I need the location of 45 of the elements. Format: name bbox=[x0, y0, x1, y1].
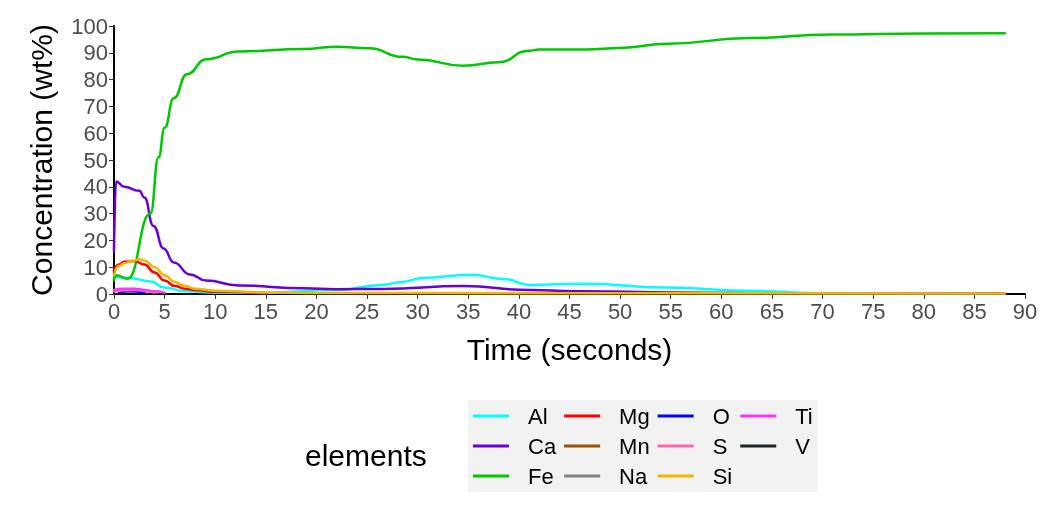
x-tick-label: 85 bbox=[962, 298, 987, 324]
x-tick-label: 80 bbox=[911, 298, 937, 324]
legend-label: Al bbox=[528, 403, 548, 429]
legend-label: Mg bbox=[619, 403, 650, 429]
x-axis-title: Time (seconds) bbox=[466, 332, 673, 366]
y-tick-label: 0 bbox=[95, 281, 108, 307]
x-tick-label: 25 bbox=[354, 298, 380, 324]
x-tick-label: 70 bbox=[810, 298, 835, 324]
legend-title: elements bbox=[305, 438, 427, 472]
x-tick-label: 60 bbox=[709, 298, 734, 324]
x-tick-label: 90 bbox=[1012, 298, 1038, 324]
x-tick-label: 35 bbox=[456, 298, 481, 324]
x-tick-label: 30 bbox=[405, 298, 430, 324]
legend-label: V bbox=[795, 433, 811, 459]
x-tick-label: 75 bbox=[860, 298, 886, 324]
y-tick-label: 20 bbox=[83, 227, 108, 253]
y-tick-label: 90 bbox=[83, 40, 108, 66]
legend-label: O bbox=[712, 403, 730, 429]
legend-label: S bbox=[712, 433, 728, 459]
y-tick-label: 10 bbox=[83, 254, 108, 280]
y-tick-label: 100 bbox=[71, 13, 108, 39]
x-tick-label: 5 bbox=[158, 298, 171, 324]
x-tick-label: 45 bbox=[557, 298, 582, 324]
y-tick-label: 40 bbox=[83, 174, 108, 200]
legend-label: Fe bbox=[528, 463, 554, 489]
legend-label: Mn bbox=[619, 433, 650, 459]
y-tick-label: 80 bbox=[83, 67, 108, 93]
x-tick-label: 65 bbox=[759, 298, 785, 324]
y-tick-label: 50 bbox=[83, 147, 108, 173]
y-tick-label: 70 bbox=[83, 93, 108, 119]
legend-label: Ca bbox=[528, 433, 557, 459]
x-tick-label: 20 bbox=[304, 298, 329, 324]
x-tick-label: 50 bbox=[607, 298, 633, 324]
x-tick-label: 40 bbox=[506, 298, 532, 324]
legend-label: Na bbox=[619, 463, 649, 489]
y-tick-label: 30 bbox=[83, 201, 108, 227]
legend-label: Ti bbox=[795, 403, 813, 429]
line-series bbox=[112, 257, 1007, 295]
legend-label: Si bbox=[712, 463, 733, 489]
y-tick-label: 60 bbox=[83, 120, 108, 146]
line-series bbox=[112, 31, 1007, 282]
x-tick-label: 55 bbox=[658, 298, 683, 324]
x-tick-label: 15 bbox=[253, 298, 279, 324]
y-axis-title: Concentration (wt%) bbox=[24, 24, 58, 296]
x-tick-label: 10 bbox=[202, 298, 228, 324]
